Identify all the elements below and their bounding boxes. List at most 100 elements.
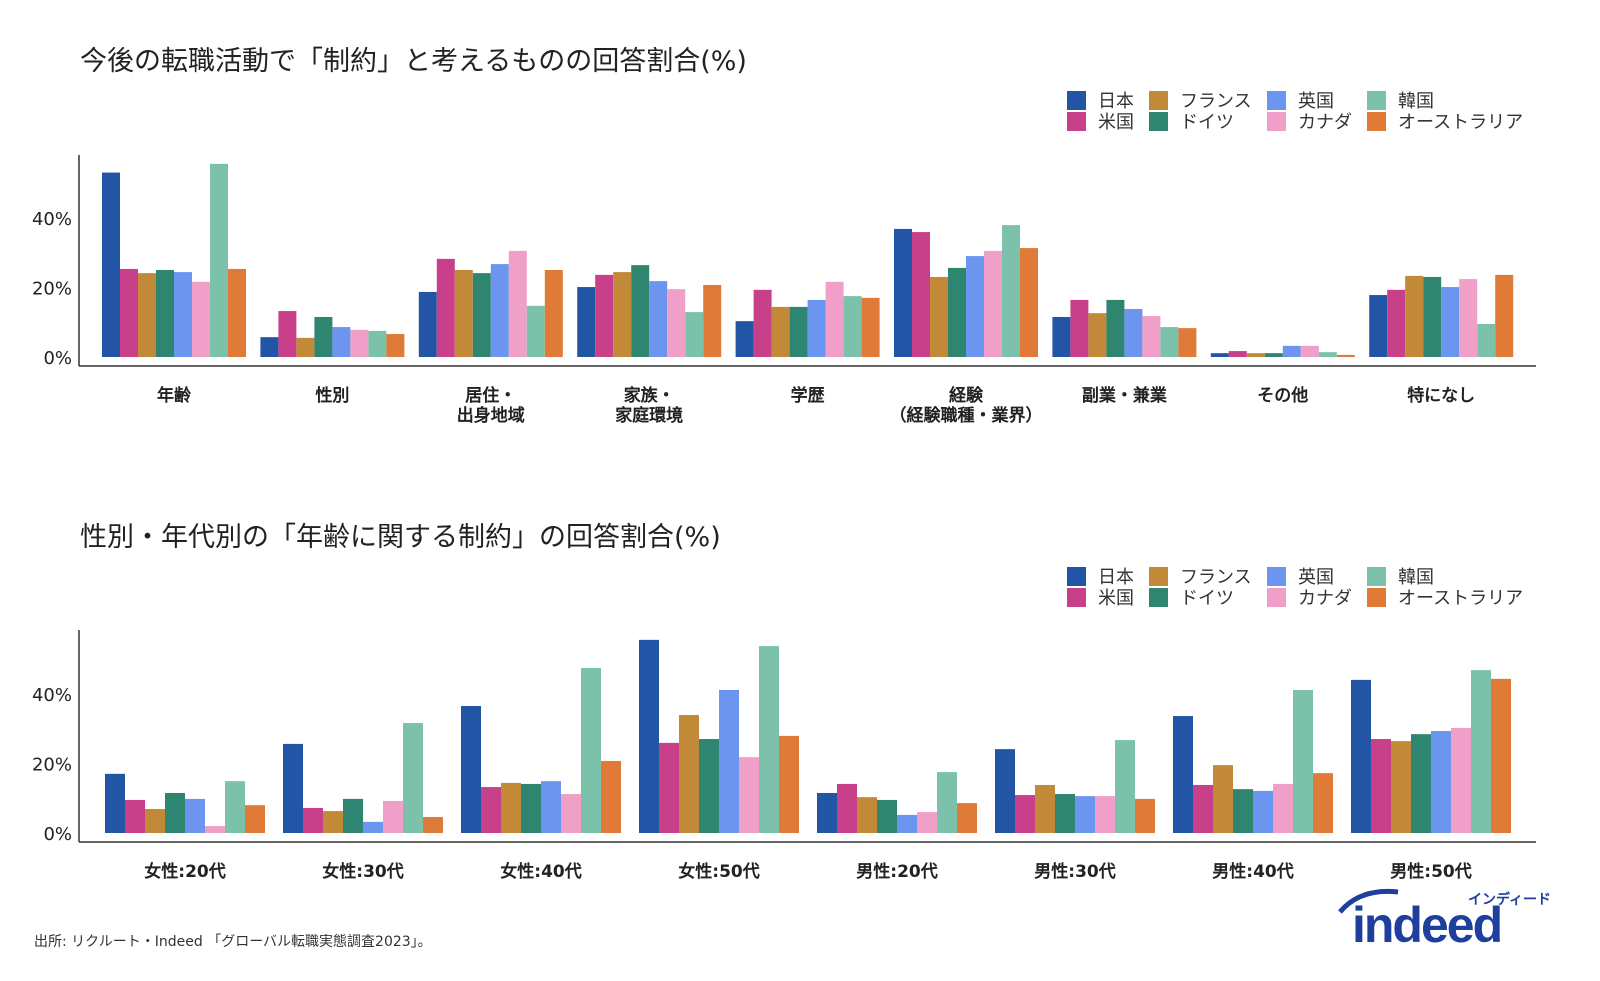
bar-5-英国 [897,814,917,833]
bar-2-英国 [332,327,351,357]
bar-3-日本 [418,291,437,357]
bar-8-日本 [1351,679,1371,833]
bar-2-ドイツ [314,316,333,357]
bar-5-英国 [807,299,826,357]
legend-swatch [1367,112,1386,131]
legend-label: フランス [1180,567,1252,588]
bar-7-米国 [1070,299,1089,357]
bar-2-米国 [303,807,323,833]
bar-8-韓国 [1318,352,1337,357]
bar-8-韓国 [1471,670,1491,833]
bar-7-日本 [1052,316,1071,357]
bar-2-韓国 [403,723,423,833]
bar-6-ドイツ [1055,794,1075,833]
bar-8-ドイツ [1264,353,1283,357]
bar-5-米国 [837,783,857,833]
bar-3-オーストラリア [544,270,563,357]
x-category-label: 男性:20代 [856,861,937,882]
bar-4-韓国 [685,312,704,357]
bar-1-カナダ [205,826,225,833]
y-tick-label: 20% [32,278,72,299]
bar-1-英国 [185,798,205,833]
bar-1-オーストラリア [228,268,246,357]
bar-6-カナダ [984,250,1002,357]
bar-2-フランス [296,337,315,357]
bar-6-米国 [912,232,930,357]
bar-5-日本 [817,792,837,833]
logo-kana: インディード [1468,891,1551,907]
legend-swatch [1149,91,1168,110]
bar-4-日本 [639,639,659,833]
bar-5-米国 [753,289,772,357]
legend-label: 米国 [1098,588,1134,609]
bar-2-カナダ [383,800,403,833]
chart-1: 0% 20% 40% 年齢 性別 居住・出身地域 家族・家庭環境 学歴 経験（経験職種・業界） 副… [32,91,1536,426]
x-category-label: 性別 [315,385,349,406]
legend-swatch [1367,91,1386,110]
bar-3-カナダ [508,250,527,357]
bar-3-韓国 [581,668,601,833]
bar-5-オーストラリア [861,297,880,357]
bar-7-韓国 [1160,327,1179,357]
legend-swatch [1149,112,1168,131]
legend-label: 韓国 [1398,91,1434,112]
bar-2-フランス [323,811,343,833]
legend-label: 英国 [1298,567,1334,588]
bar-7-オーストラリア [1178,328,1197,357]
bar-4-フランス [613,272,632,357]
bar-4-オーストラリア [779,735,799,833]
bar-8-オーストラリア [1336,354,1355,357]
bar-1-カナダ [192,281,210,357]
bar-7-オーストラリア [1313,773,1333,833]
bar-6-日本 [995,749,1015,833]
bar-9-日本 [1369,295,1388,357]
bar-7-英国 [1124,308,1143,357]
bar-6-英国 [966,256,984,357]
legend-swatch [1267,588,1286,607]
bar-1-オーストラリア [245,805,265,833]
bar-8-英国 [1431,731,1451,833]
bar-4-米国 [595,274,614,357]
legend-label: 英国 [1298,91,1334,112]
bar-7-日本 [1173,716,1193,833]
bar-4-米国 [659,742,679,833]
bar-4-カナダ [667,289,686,357]
x-category-label: （経験職種・業界） [890,405,1043,426]
bar-2-オーストラリア [423,816,443,833]
bar-8-英国 [1282,345,1301,357]
x-category-label: 学歴 [791,385,825,406]
legend-swatch [1067,567,1086,586]
legend-swatch [1067,588,1086,607]
bar-3-韓国 [526,305,545,357]
bar-5-カナダ [825,281,844,357]
y-tick-label: 40% [32,685,72,706]
legend-swatch [1367,567,1386,586]
chart-title-1: 今後の転職活動で「制約」と考えるものの回答割合(%) [80,46,747,77]
bar-7-ドイツ [1106,299,1125,357]
bar-9-ドイツ [1423,276,1442,357]
bar-5-ドイツ [877,799,897,833]
bar-7-カナダ [1142,315,1161,357]
legend-label: 日本 [1098,91,1134,112]
logo-wordmark: indeed [1352,897,1501,953]
bar-2-日本 [283,743,303,833]
x-category-label: 女性:50代 [678,861,759,882]
x-category-label: 居住・ [465,385,516,406]
bar-7-米国 [1193,784,1213,833]
bar-6-フランス [1035,784,1055,833]
bar-6-英国 [1075,796,1095,833]
y-tick-label: 0% [43,348,72,369]
legend-swatch [1367,588,1386,607]
bar-4-フランス [679,715,699,833]
bar-7-韓国 [1293,689,1313,833]
x-category-label: 経験 [949,385,984,406]
legend-swatch [1149,567,1168,586]
bar-1-英国 [174,272,192,357]
legend-label: オーストラリア [1398,112,1523,133]
x-category-label: 女性:20代 [144,861,225,882]
x-category-label: 男性:30代 [1034,861,1115,882]
source-note: 出所: リクルート・Indeed 「グローバル転職実態調査2023」。 [34,934,432,950]
bar-3-米国 [436,258,455,357]
legend-label: カナダ [1298,588,1352,609]
bar-4-英国 [649,281,668,357]
